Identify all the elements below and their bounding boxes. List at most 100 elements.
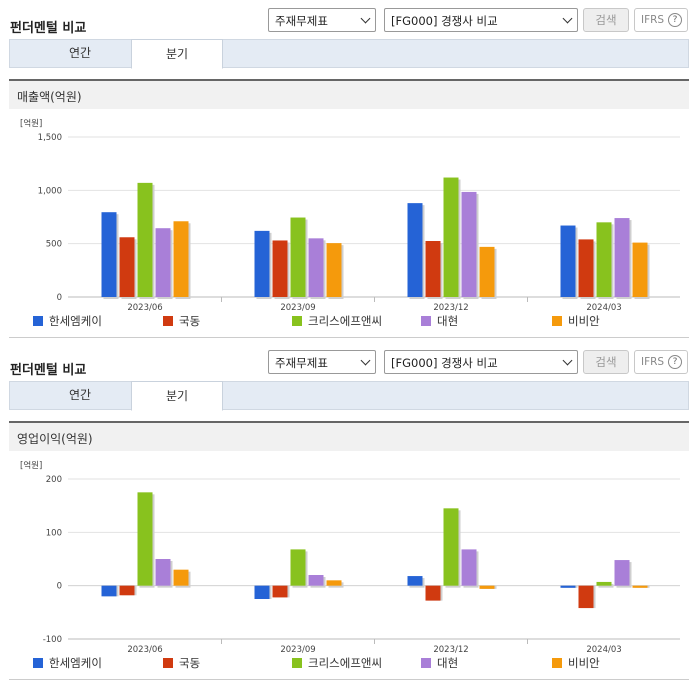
bar (101, 585, 117, 597)
bar (479, 246, 495, 297)
legend-swatch (33, 316, 43, 326)
legend-item[interactable]: 국동 (163, 313, 200, 329)
chart-title: 영업이익(억원) (17, 432, 93, 446)
bar (479, 585, 495, 589)
legend-swatch (421, 316, 431, 326)
page-title: 펀더멘털 비교 (10, 363, 87, 378)
legend-swatch (163, 658, 173, 668)
statement-type-value: 주재무제표 (275, 356, 328, 370)
legend-label: 크리스에프앤씨 (308, 656, 383, 670)
statement-type-select[interactable]: 주재무제표 (268, 8, 376, 32)
legend-item[interactable]: 크리스에프앤씨 (292, 655, 382, 671)
help-icon: ? (668, 13, 682, 27)
y-tick-label: 0 (57, 582, 62, 592)
legend-swatch (33, 658, 43, 668)
legend-swatch (421, 658, 431, 668)
ifrs-label: IFRS (641, 14, 665, 26)
bar (461, 191, 477, 297)
legend-label: 국동 (179, 314, 201, 328)
peer-compare-select[interactable]: [FG000] 경쟁사 비교 (384, 8, 578, 32)
legend-item[interactable]: 한세엠케이 (33, 313, 102, 329)
bar (308, 575, 324, 586)
tab-quarterly[interactable]: 분기 (131, 381, 223, 411)
statement-type-value: 주재무제표 (275, 14, 328, 28)
bar (254, 230, 270, 297)
y-tick-label: 200 (46, 475, 62, 485)
operating-profit-chart: 200 100 0 -100 2023/06 2023/09 2023/12 2024/03 (43, 475, 680, 655)
x-tick-label: 2023/06 (127, 645, 162, 655)
y-tick-label: -100 (43, 635, 62, 645)
bar (614, 218, 630, 297)
legend-label: 대현 (437, 314, 459, 328)
legend-item[interactable]: 비비안 (552, 313, 600, 329)
peer-compare-value: [FG000] 경쟁사 비교 (391, 356, 498, 370)
bar (407, 203, 423, 297)
bar (290, 549, 306, 586)
peer-compare-select[interactable]: [FG000] 경쟁사 비교 (384, 350, 578, 374)
y-tick-label: 1,500 (38, 133, 62, 143)
chart-legend: 한세엠케이 국동 크리스에프앤씨 대현 비비안 (0, 313, 696, 329)
ifrs-button[interactable]: IFRS ? (634, 350, 688, 374)
bar (425, 241, 441, 297)
section-divider (9, 679, 689, 680)
legend-item[interactable]: 크리스에프앤씨 (292, 313, 382, 329)
legend-label: 크리스에프앤씨 (308, 314, 383, 328)
y-tick-label: 500 (46, 240, 62, 250)
y-tick-label: 0 (57, 293, 62, 303)
legend-label: 국동 (179, 656, 201, 670)
bar (632, 242, 648, 297)
bar (326, 580, 342, 586)
bar (578, 585, 594, 609)
bar (173, 569, 189, 586)
bar (461, 549, 477, 586)
legend-item[interactable]: 대현 (421, 313, 458, 329)
bar (326, 243, 342, 297)
legend-swatch (292, 316, 302, 326)
bar (155, 228, 171, 297)
bar (560, 225, 576, 297)
x-tick-label: 2023/09 (280, 303, 315, 313)
chevron-down-icon (562, 13, 573, 24)
chevron-down-icon (360, 355, 371, 366)
x-tick-label: 2023/06 (127, 303, 162, 313)
legend-item[interactable]: 국동 (163, 655, 200, 671)
bar (443, 177, 459, 297)
tab-annual[interactable]: 연간 (68, 388, 92, 402)
legend-label: 비비안 (568, 656, 600, 670)
help-icon: ? (668, 355, 682, 369)
tab-annual[interactable]: 연간 (68, 46, 92, 60)
chevron-down-icon (360, 13, 371, 24)
bar (578, 239, 594, 297)
bar (272, 585, 288, 598)
y-tick-label: 1,000 (38, 186, 62, 196)
legend-label: 비비안 (568, 314, 600, 328)
bar (272, 240, 288, 297)
bar (101, 212, 117, 297)
legend-item[interactable]: 비비안 (552, 655, 600, 671)
section-divider (9, 337, 689, 338)
legend-swatch (552, 316, 562, 326)
bar (119, 585, 135, 596)
ifrs-button[interactable]: IFRS ? (634, 8, 688, 32)
chevron-down-icon (562, 355, 573, 366)
legend-swatch (552, 658, 562, 668)
search-button[interactable]: 검색 (583, 8, 629, 32)
period-tabs: 연간 분기 (9, 39, 689, 69)
legend-item[interactable]: 한세엠케이 (33, 655, 102, 671)
bar (407, 576, 423, 586)
legend-label: 한세엠케이 (49, 656, 102, 670)
tab-quarterly[interactable]: 분기 (131, 39, 223, 69)
legend-item[interactable]: 대현 (421, 655, 458, 671)
search-button[interactable]: 검색 (583, 350, 629, 374)
y-unit-label: [억원] (20, 119, 43, 129)
ifrs-label: IFRS (641, 356, 665, 368)
chart-title: 매출액(억원) (17, 90, 82, 104)
chart-legend: 한세엠케이 국동 크리스에프앤씨 대현 비비안 (0, 655, 696, 671)
statement-type-select[interactable]: 주재무제표 (268, 350, 376, 374)
x-tick-label: 2023/12 (433, 645, 468, 655)
legend-swatch (163, 316, 173, 326)
bar (596, 581, 612, 586)
chart-title-bar: 매출액(억원) (9, 79, 689, 109)
x-tick-label: 2024/03 (586, 303, 621, 313)
bar (290, 217, 306, 297)
